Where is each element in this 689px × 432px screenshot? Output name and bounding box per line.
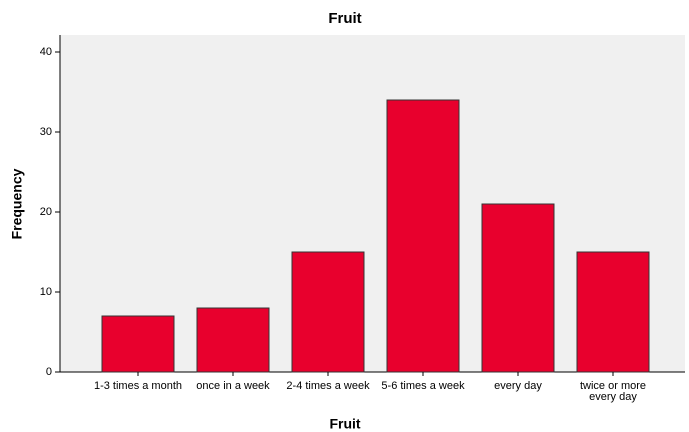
x-tick-label: twice or more every day	[580, 380, 646, 403]
y-axis-title: Frequency	[9, 168, 25, 239]
y-tick-label: 20	[40, 206, 52, 218]
x-tick-label: once in a week	[196, 380, 270, 392]
y-tick-label: 0	[46, 366, 52, 378]
chart-title: Fruit	[328, 10, 361, 27]
bar	[291, 251, 365, 373]
y-tick-label: 10	[40, 286, 52, 298]
x-axis-title: Fruit	[329, 416, 360, 432]
y-tick-label: 40	[40, 46, 52, 58]
x-tick-label: every day	[494, 380, 542, 392]
bar	[386, 99, 460, 373]
bar	[101, 315, 175, 373]
x-tick-label: 2-4 times a week	[286, 380, 370, 392]
x-tick-label: 5-6 times a week	[381, 380, 465, 392]
y-tick-label: 30	[40, 126, 52, 138]
bar	[481, 203, 555, 373]
bar	[196, 307, 270, 373]
x-tick-label: 1-3 times a month	[94, 380, 182, 392]
bar	[576, 251, 650, 373]
